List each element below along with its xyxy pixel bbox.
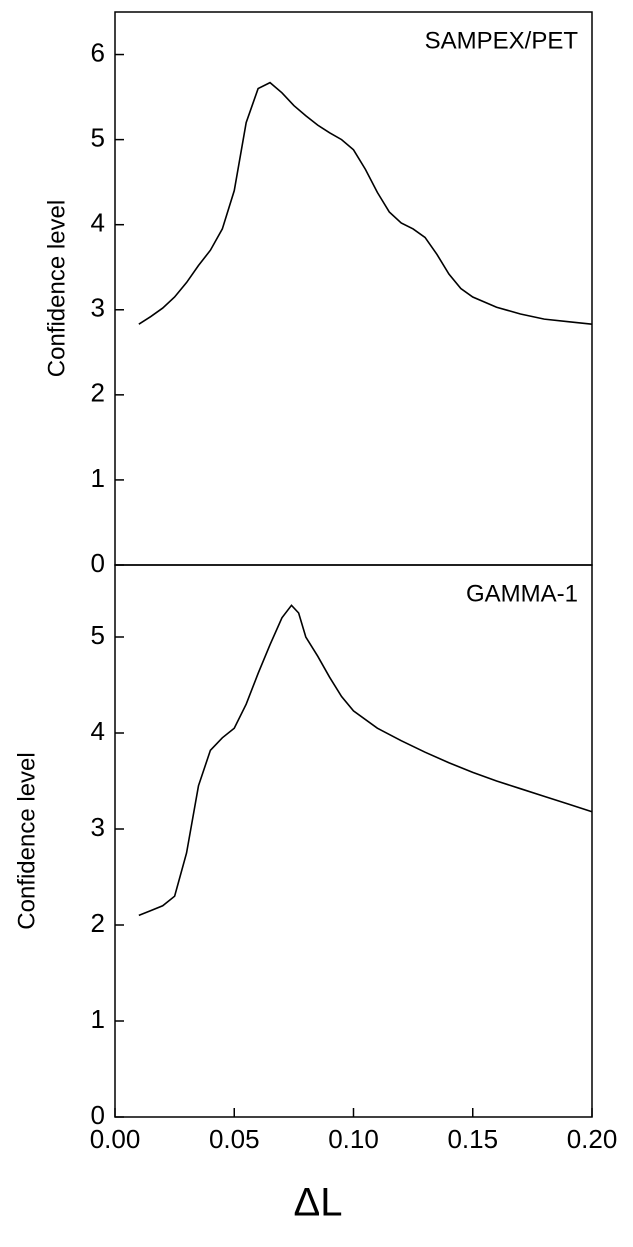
plot-frame	[114, 11, 593, 566]
x-tick-label: 0.05	[209, 1124, 260, 1154]
plot-frame	[114, 564, 593, 1118]
data-line	[138, 81, 593, 326]
y-tick-label: 6	[91, 37, 105, 67]
y-tick-label: 1	[91, 463, 105, 493]
y-tick-label: 3	[91, 812, 105, 842]
x-axis-label: ΔL	[294, 1181, 343, 1225]
x-tick-label: 0.15	[447, 1124, 498, 1154]
y-tick-label: 1	[91, 1004, 105, 1034]
y-tick-label: 3	[91, 293, 105, 323]
y-tick-label: 4	[91, 208, 105, 238]
x-tick-label: 0.10	[328, 1124, 379, 1154]
y-tick-label: 0	[91, 1100, 105, 1130]
data-line	[138, 604, 593, 917]
y-tick-label: 0	[91, 548, 105, 578]
annotation: GAMMA-1	[466, 580, 578, 607]
x-tick-label: 0.20	[567, 1124, 618, 1154]
y-tick-label: 2	[91, 908, 105, 938]
x-tick-label: 0.00	[90, 1124, 141, 1154]
y-tick-label: 2	[91, 378, 105, 408]
annotation: SAMPEX/PET	[425, 27, 579, 54]
y-tick-label: 4	[91, 716, 105, 746]
y-tick-label: 5	[91, 620, 105, 650]
y-axis-label: Confidence level	[43, 200, 70, 377]
y-axis-label: Confidence level	[13, 752, 40, 929]
y-tick-label: 5	[91, 122, 105, 152]
